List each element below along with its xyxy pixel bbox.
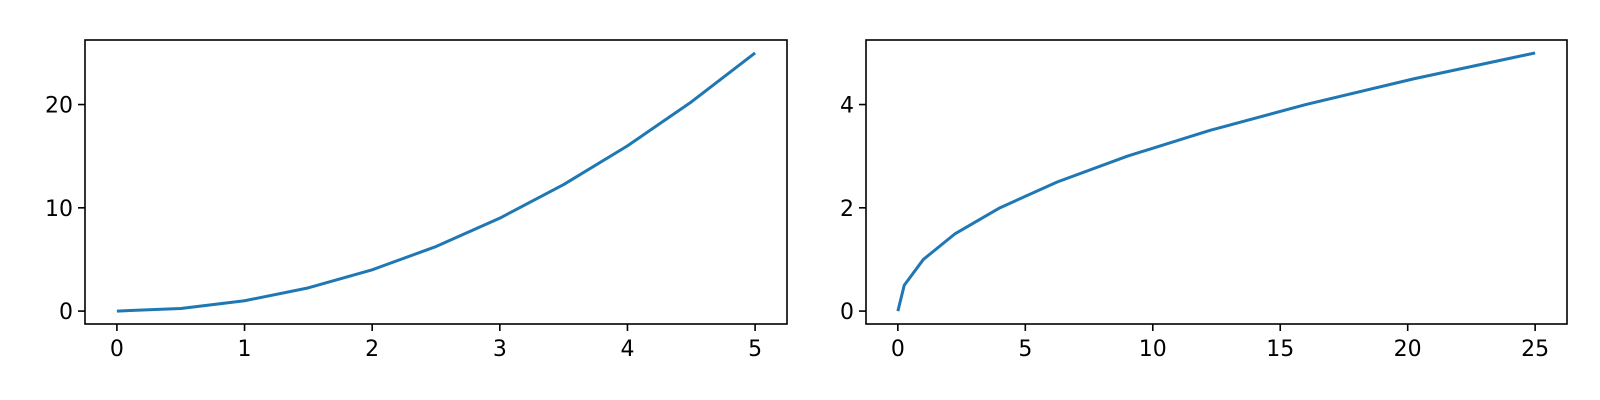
x-tick-label: 5 xyxy=(1018,337,1032,362)
y-tick-label: 2 xyxy=(840,197,854,222)
series-line-0 xyxy=(896,51,1536,312)
right-chart: 0 5 10 15 20 25 0 2 4 xyxy=(840,39,1568,362)
x-tick-label: 5 xyxy=(748,337,762,362)
x-tick-label: 0 xyxy=(110,337,124,362)
y-tick-label: 20 xyxy=(45,94,73,119)
x-tick-label: 2 xyxy=(365,337,379,362)
axes-frame xyxy=(84,39,788,325)
y-tick-label: 0 xyxy=(59,300,73,325)
y-tick-label: 10 xyxy=(45,197,73,222)
x-tick-label: 3 xyxy=(493,337,507,362)
y-tick-label: 0 xyxy=(840,300,854,325)
x-tick-label: 20 xyxy=(1394,337,1422,362)
y-tick-label: 4 xyxy=(840,94,854,119)
x-tick-label: 4 xyxy=(620,337,634,362)
series-line-0 xyxy=(116,51,757,313)
x-tick-label: 15 xyxy=(1266,337,1294,362)
x-tick-label: 1 xyxy=(238,337,252,362)
axes-frame xyxy=(865,39,1568,325)
x-tick-label: 25 xyxy=(1521,337,1549,362)
x-tick-label: 0 xyxy=(891,337,905,362)
x-tick-label: 10 xyxy=(1139,337,1167,362)
left-chart: 0 1 2 3 4 5 0 10 20 xyxy=(45,39,788,362)
